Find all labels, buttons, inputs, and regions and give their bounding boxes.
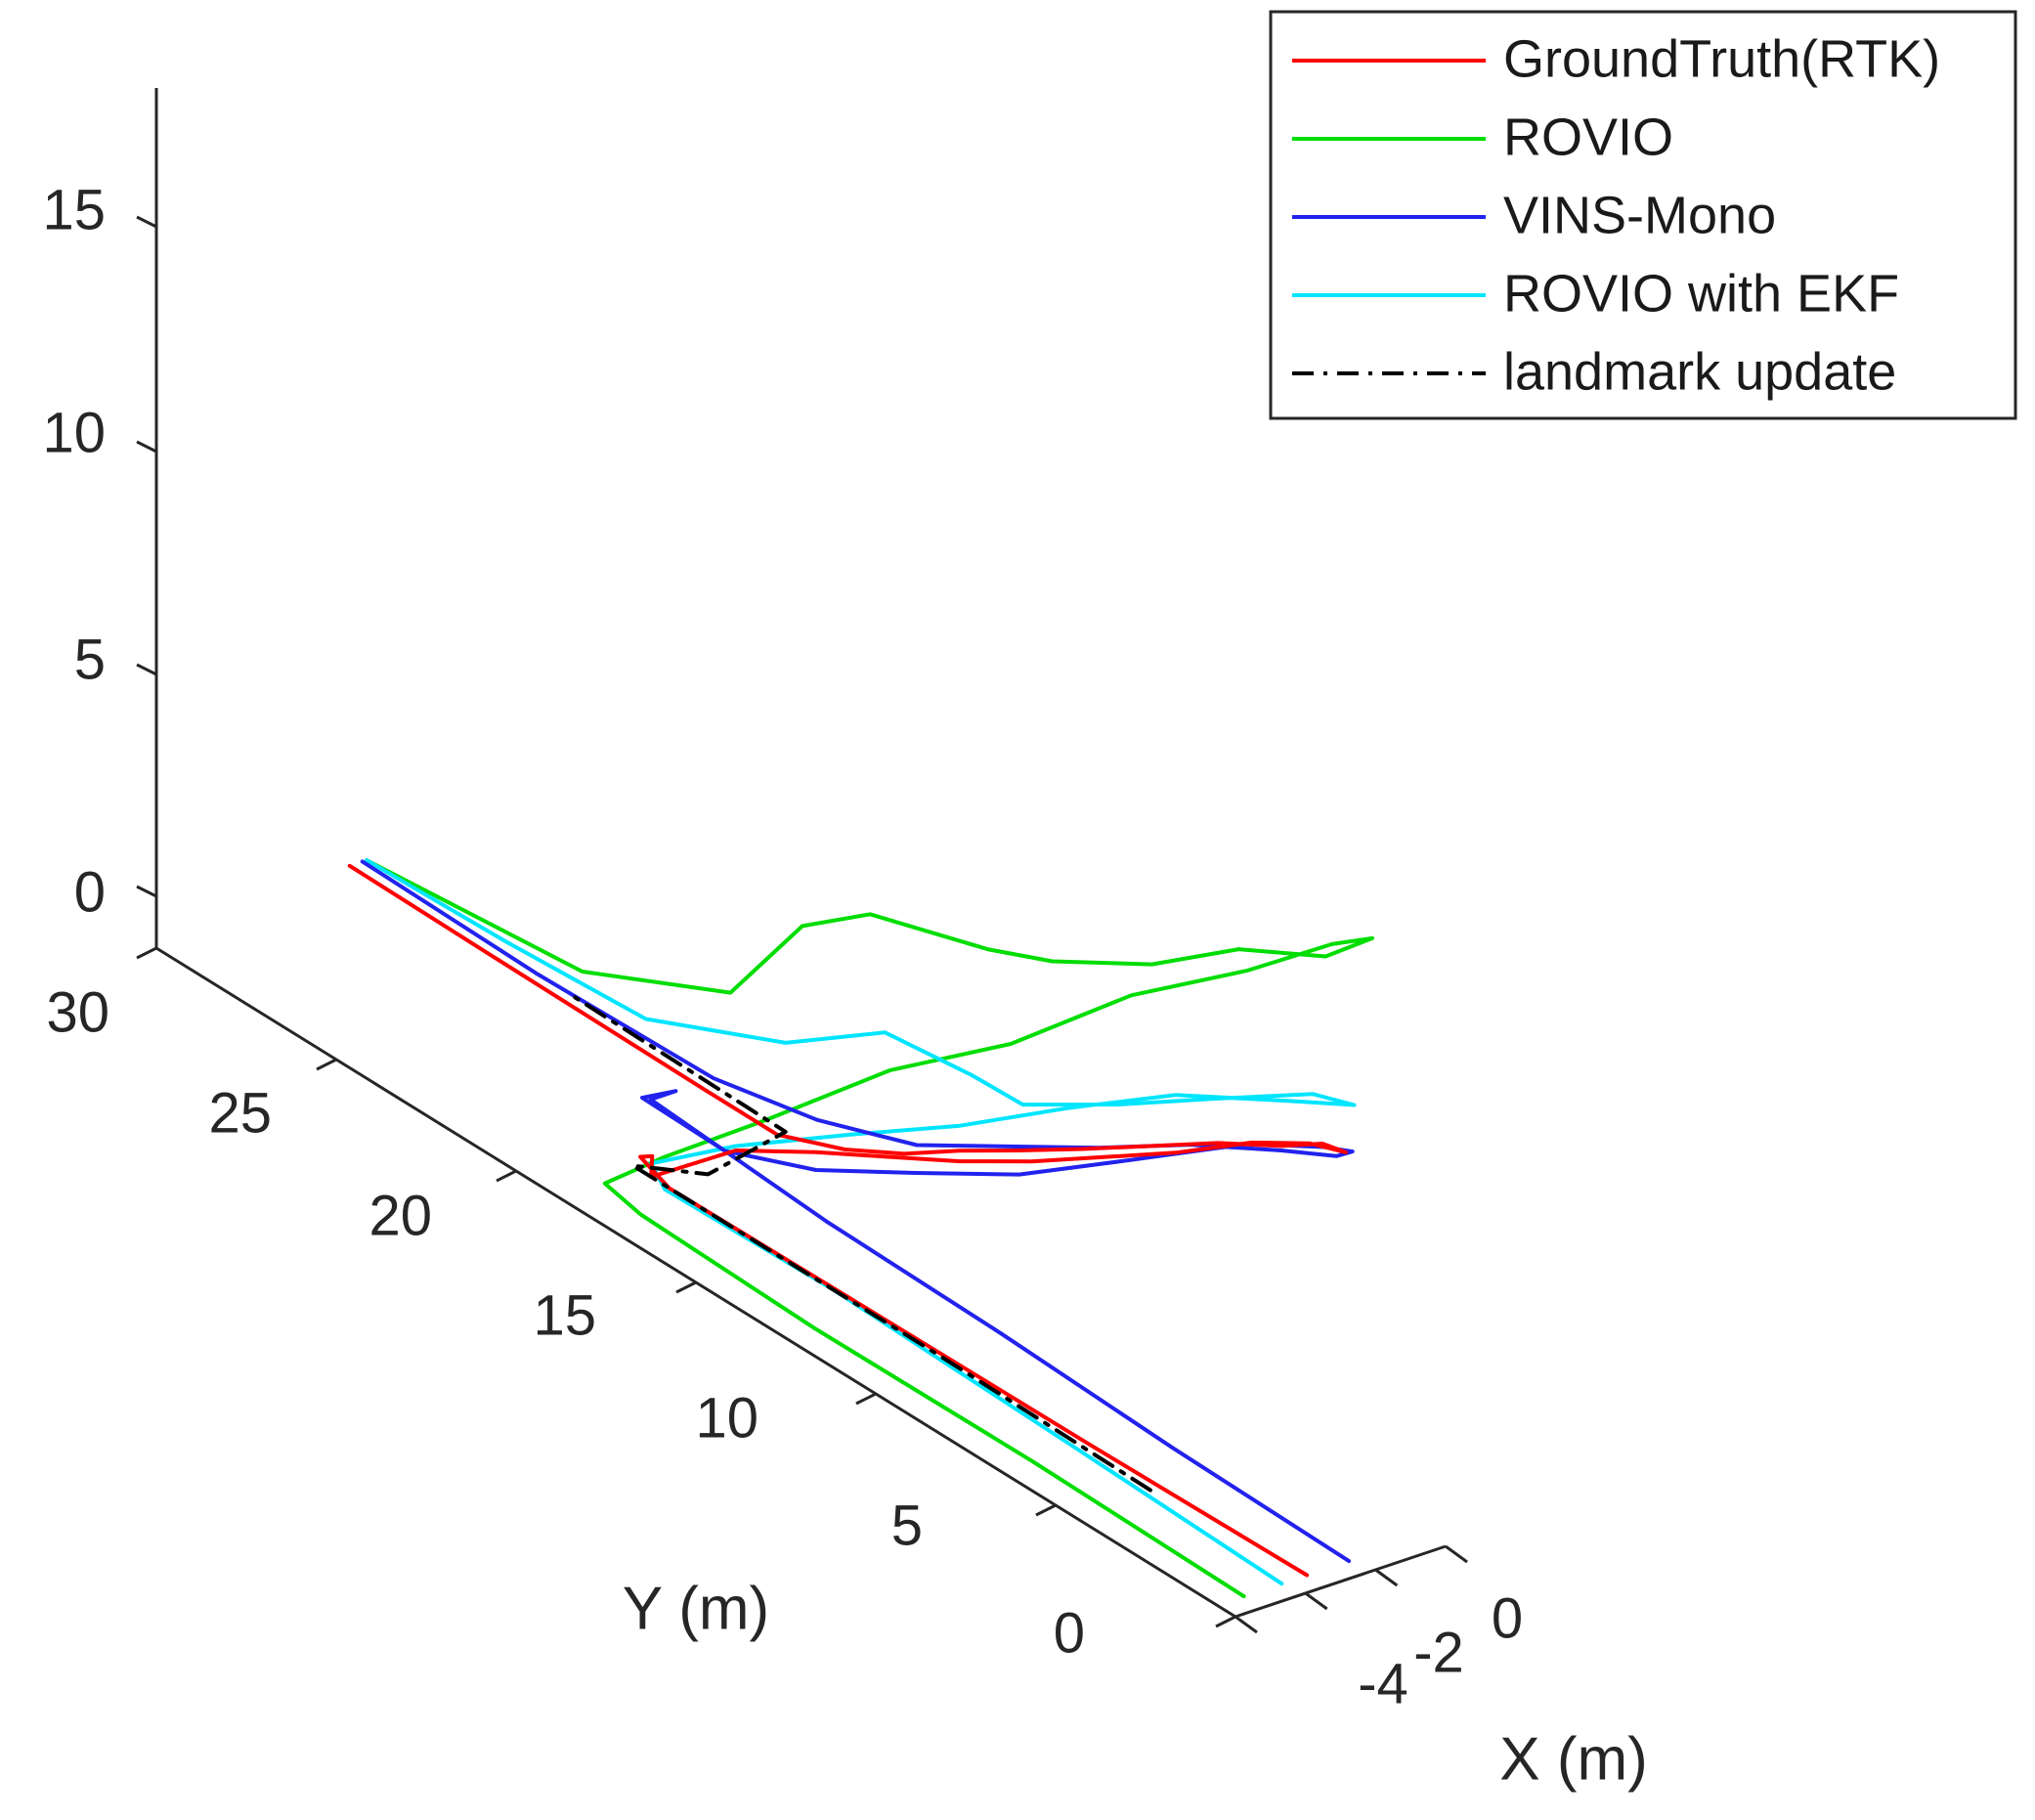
legend-label: landmark update: [1503, 342, 1896, 401]
x-axis-line: [1234, 1544, 1447, 1619]
legend-entry: GroundTruth(RTK): [1292, 29, 1940, 88]
tick-mark: [136, 440, 157, 454]
series-layer: [347, 858, 1374, 1599]
tick-mark: [855, 1392, 877, 1406]
z-tick-labels: 0 5 10 15: [42, 178, 106, 924]
x-axis-label: X (m): [1499, 1725, 1648, 1793]
tick-mark: [136, 215, 157, 229]
tick-mark: [136, 885, 157, 898]
legend-label: ROVIO with EKF: [1503, 264, 1899, 323]
tick-mark: [1445, 1544, 1468, 1564]
legend-entry: ROVIO: [1292, 108, 1673, 166]
y-tick-labels: 0 5 10 15 20 25 30: [46, 980, 1085, 1665]
y-tick-label: 25: [208, 1081, 272, 1145]
y-tick-label: 20: [368, 1184, 432, 1247]
legend-entry: landmark update: [1292, 342, 1896, 401]
tick-mark: [675, 1280, 697, 1294]
series-line-rovio: [365, 858, 1374, 1599]
tick-mark: [1234, 1615, 1258, 1634]
series-line-landmark-update: [572, 994, 1152, 1493]
z-tick-label: 15: [42, 178, 106, 241]
x-tick-label: 0: [1492, 1586, 1523, 1650]
y-tick-label: 5: [891, 1494, 923, 1557]
tick-marks: [136, 215, 1468, 1634]
y-tick-label: 30: [46, 980, 109, 1044]
y-axis-label: Y (m): [623, 1575, 769, 1642]
tick-mark: [1035, 1503, 1057, 1517]
y-tick-label: 15: [533, 1283, 596, 1347]
legend-entry: VINS-Mono: [1292, 186, 1776, 244]
y-tick-label: 10: [695, 1386, 758, 1450]
tick-mark: [496, 1169, 517, 1183]
legend-entry: ROVIO with EKF: [1292, 264, 1899, 323]
y-tick-label: 0: [1054, 1601, 1085, 1665]
tick-mark: [136, 663, 157, 676]
axes-group: [136, 88, 1468, 1634]
legend-label: ROVIO: [1503, 108, 1673, 166]
tick-mark: [1304, 1591, 1328, 1611]
x-tick-label: -4: [1358, 1652, 1408, 1715]
tick-mark: [1374, 1568, 1399, 1587]
x-tick-labels: -4 -2 0: [1358, 1586, 1523, 1715]
z-tick-label: 0: [74, 860, 106, 924]
legend-label: GroundTruth(RTK): [1503, 29, 1940, 88]
series-line-groundtruth-rtk: [347, 863, 1348, 1578]
tick-mark: [316, 1058, 337, 1071]
z-tick-label: 10: [42, 401, 106, 464]
legend: GroundTruth(RTK) ROVIO VINS-Mono ROVIO w…: [1269, 10, 2017, 420]
x-tick-label: -2: [1413, 1621, 1464, 1684]
legend-label: VINS-Mono: [1503, 186, 1776, 244]
z-tick-label: 5: [74, 628, 106, 691]
tick-mark: [1215, 1615, 1236, 1628]
tick-mark: [136, 946, 157, 960]
